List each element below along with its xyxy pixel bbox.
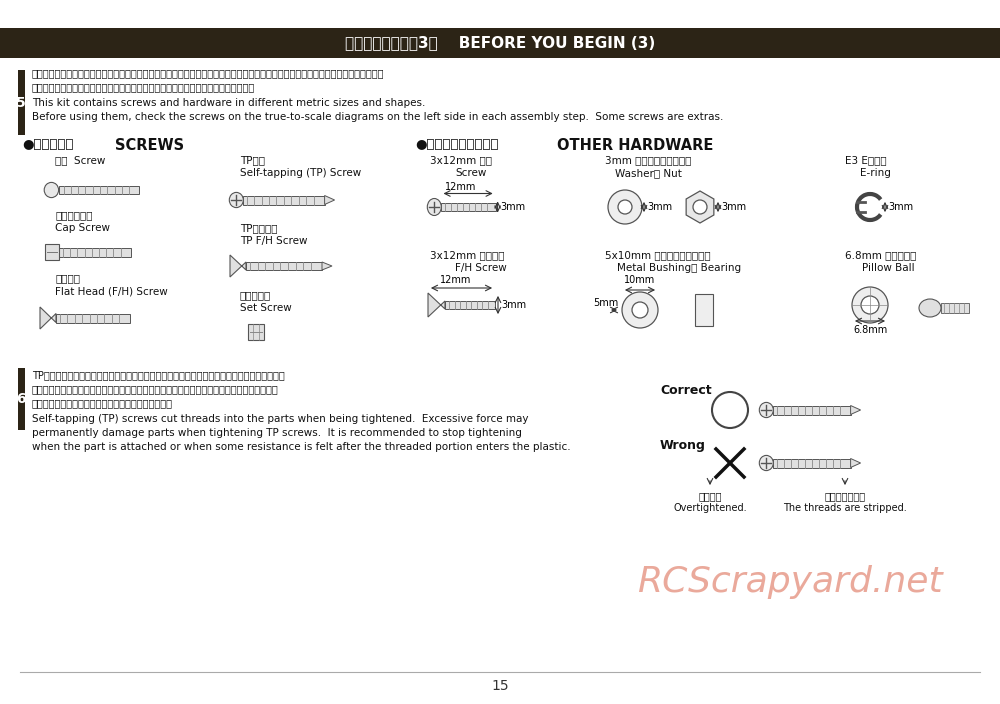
Ellipse shape (759, 403, 773, 417)
Polygon shape (686, 191, 714, 223)
Ellipse shape (919, 299, 941, 317)
Text: 5: 5 (16, 96, 26, 110)
Text: 組立て前の注意（3）    BEFORE YOU BEGIN (3): 組立て前の注意（3） BEFORE YOU BEGIN (3) (345, 35, 655, 51)
Text: Flat Head (F/H) Screw: Flat Head (F/H) Screw (55, 286, 168, 296)
Text: 3mm: 3mm (888, 202, 913, 212)
Text: Cap Screw: Cap Screw (55, 223, 110, 233)
Text: また、ビス類は多めに入っているものもありますので、予備としてお使いください。: また、ビス類は多めに入っているものもありますので、予備としてお使いください。 (32, 82, 255, 92)
Polygon shape (325, 196, 335, 204)
FancyBboxPatch shape (773, 458, 851, 467)
Polygon shape (40, 307, 56, 329)
Text: OTHER HARDWARE: OTHER HARDWARE (557, 137, 713, 153)
Circle shape (608, 190, 642, 224)
Text: SCREWS: SCREWS (115, 137, 184, 153)
Text: TPサラビス: TPサラビス (240, 223, 278, 233)
Text: 部品が確実に固定されるまでしめこんでください。ただし、しめすぎるとネジがきかなくなり: 部品が確実に固定されるまでしめこんでください。ただし、しめすぎるとネジがきかなく… (32, 384, 279, 394)
Text: ますので、部品が変形するまでしめないでください。: ますので、部品が変形するまでしめないでください。 (32, 398, 173, 408)
Text: キャップビス: キャップビス (55, 210, 92, 220)
Text: RCScrapyard.net: RCScrapyard.net (637, 565, 943, 599)
Text: Wrong: Wrong (660, 439, 706, 451)
FancyBboxPatch shape (695, 294, 713, 326)
Circle shape (622, 292, 658, 328)
Text: 6.8mm ピロボール: 6.8mm ピロボール (845, 250, 916, 260)
Text: Pillow Ball: Pillow Ball (862, 263, 915, 273)
FancyBboxPatch shape (18, 368, 25, 430)
Text: 12mm: 12mm (445, 182, 476, 191)
Text: Self-tapping (TP) screws cut threads into the parts when being tightened.  Exces: Self-tapping (TP) screws cut threads int… (32, 414, 528, 424)
Polygon shape (428, 293, 445, 317)
Circle shape (618, 200, 632, 214)
Text: This kit contains screws and hardware in different metric sizes and shapes.: This kit contains screws and hardware in… (32, 98, 425, 108)
Text: when the part is attached or when some resistance is felt after the threaded por: when the part is attached or when some r… (32, 442, 571, 452)
FancyBboxPatch shape (243, 196, 325, 204)
Text: F/H Screw: F/H Screw (455, 263, 507, 273)
Text: ●ビスの種類: ●ビスの種類 (22, 139, 74, 151)
FancyBboxPatch shape (441, 203, 496, 211)
Text: 3mm: 3mm (501, 300, 526, 310)
Ellipse shape (229, 192, 243, 208)
FancyBboxPatch shape (59, 248, 131, 256)
FancyBboxPatch shape (56, 313, 130, 322)
Text: ●小物部品のサイズ例: ●小物部品のサイズ例 (415, 139, 498, 151)
Text: Metal Bushing・ Bearing: Metal Bushing・ Bearing (617, 263, 741, 273)
FancyBboxPatch shape (246, 262, 322, 270)
FancyBboxPatch shape (248, 324, 264, 340)
Text: ビス  Screw: ビス Screw (55, 155, 105, 165)
Text: Overtightened.: Overtightened. (673, 503, 747, 513)
Text: サラビス: サラビス (55, 273, 80, 283)
Text: TPビスは、部品にネジを切りながらしめつけるビスです。しめこみが固い場合がありますが、: TPビスは、部品にネジを切りながらしめつけるビスです。しめこみが固い場合がありま… (32, 370, 285, 380)
Text: permanently damage parts when tightening TP screws.  It is recommended to stop t: permanently damage parts when tightening… (32, 428, 522, 438)
Text: E-ring: E-ring (860, 168, 891, 178)
Text: 6.8mm: 6.8mm (853, 325, 887, 335)
Text: 12mm: 12mm (440, 275, 472, 285)
Text: 3mm: 3mm (721, 202, 746, 212)
Text: 3mm: 3mm (647, 202, 672, 212)
Text: The threads are stripped.: The threads are stripped. (783, 503, 907, 513)
Text: E3 Eリング: E3 Eリング (845, 155, 887, 165)
FancyBboxPatch shape (59, 186, 139, 194)
FancyBboxPatch shape (18, 70, 25, 135)
FancyBboxPatch shape (445, 301, 495, 309)
Text: 6: 6 (16, 392, 26, 406)
Ellipse shape (759, 455, 773, 470)
FancyBboxPatch shape (941, 303, 969, 313)
Ellipse shape (44, 182, 59, 198)
Text: 3mm: 3mm (501, 202, 526, 212)
Text: Washer・ Nut: Washer・ Nut (615, 168, 682, 178)
Text: キットには、形や長さが違うビスや小物部品が多く入っています。説明書には原寨図がありますので確認してから組立ててください。: キットには、形や長さが違うビスや小物部品が多く入っています。説明書には原寨図があ… (32, 68, 384, 78)
Circle shape (693, 200, 707, 214)
FancyBboxPatch shape (0, 28, 1000, 58)
Circle shape (712, 392, 748, 428)
Polygon shape (230, 255, 246, 277)
Text: 3x12mm サラビス: 3x12mm サラビス (430, 250, 505, 260)
Text: Correct: Correct (660, 384, 712, 396)
Text: Self-tapping (TP) Screw: Self-tapping (TP) Screw (240, 168, 361, 178)
Text: セットビス: セットビス (240, 290, 271, 300)
Text: 3mm ワッシャー・ナット: 3mm ワッシャー・ナット (605, 155, 691, 165)
Text: 5x10mm メタル・ベアリング: 5x10mm メタル・ベアリング (605, 250, 711, 260)
FancyBboxPatch shape (773, 406, 851, 415)
Text: 10mm: 10mm (624, 275, 656, 285)
Text: 15: 15 (491, 679, 509, 693)
Ellipse shape (427, 199, 441, 215)
Text: Screw: Screw (455, 168, 486, 178)
Circle shape (632, 302, 648, 318)
Text: TPビス: TPビス (240, 155, 265, 165)
Polygon shape (851, 406, 861, 415)
Text: TP F/H Screw: TP F/H Screw (240, 236, 308, 246)
Polygon shape (851, 458, 861, 467)
Polygon shape (322, 262, 332, 270)
Text: 5mm: 5mm (593, 298, 619, 308)
Circle shape (861, 296, 879, 314)
Circle shape (852, 287, 888, 323)
Text: しめすぎ: しめすぎ (698, 491, 722, 501)
Text: Set Screw: Set Screw (240, 303, 292, 313)
Text: Before using them, check the screws on the true-to-scale diagrams on the left si: Before using them, check the screws on t… (32, 112, 723, 122)
FancyBboxPatch shape (45, 244, 59, 260)
Text: ビスがきかない: ビスがきかない (824, 491, 866, 501)
Text: 3x12mm ビス: 3x12mm ビス (430, 155, 492, 165)
